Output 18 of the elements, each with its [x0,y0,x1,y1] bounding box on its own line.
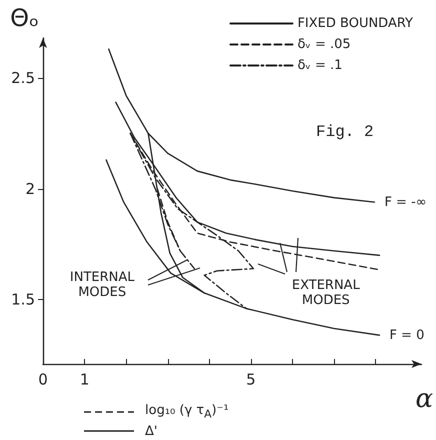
annotation: Fig. 2 [316,122,374,140]
text: Δ' [145,424,158,438]
legend-label: FIXED BOUNDARY [297,16,414,31]
annotation: F = 0 [389,328,424,343]
legend-label: δᵥ = .1 [297,58,342,73]
annotation: EXTERNAL MODES [292,278,360,308]
x-tick-label: 0 [38,370,48,388]
text: log₁₀ (γ τ$_{A}$)⁻¹ [145,402,229,422]
x-tick-label: 1 [80,370,90,388]
x-axis-title: α [415,384,434,414]
y-tick-label: 1.5 [11,290,35,309]
x-tick-label: 5 [246,370,256,388]
annotation: INTERNAL MODES [70,270,134,300]
annotation: F = -∞ [384,194,427,210]
legend-label: δᵥ = .05 [297,37,351,52]
y-axis-title: Θₒ [10,4,39,32]
y-tick-label: 2 [25,180,35,198]
y-tick-label: 2.5 [11,68,35,87]
